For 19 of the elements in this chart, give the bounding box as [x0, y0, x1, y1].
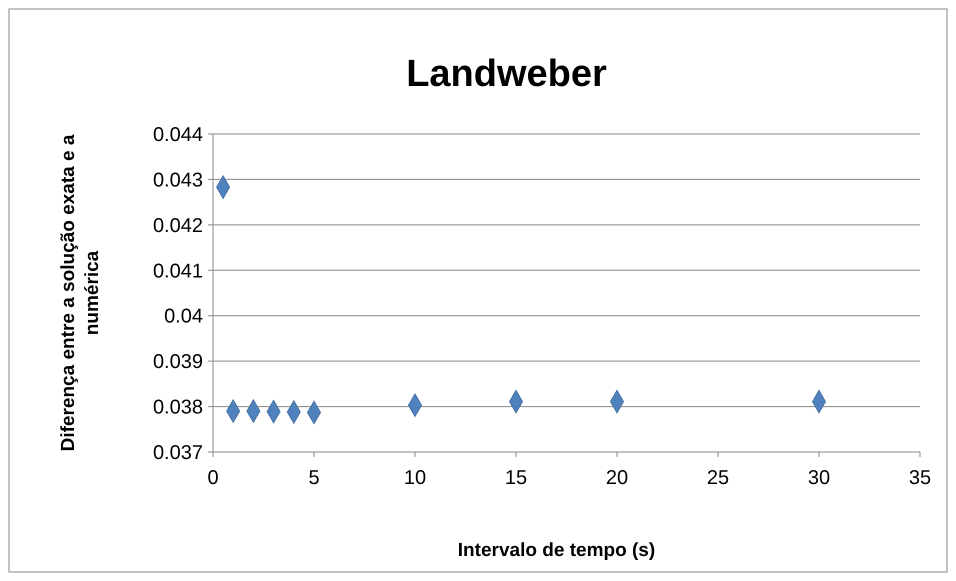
chart-title: Landweber [406, 53, 607, 95]
x-tick-label: 20 [606, 467, 628, 489]
x-tick-label: 5 [308, 467, 320, 489]
y-tick-label: 0.04 [164, 306, 203, 328]
y-tick-label: 0.038 [152, 396, 203, 419]
x-tick-label: 15 [504, 467, 528, 489]
x-tick-label: 30 [808, 467, 830, 489]
x-axis-title: Intervalo de tempo (s) [458, 540, 656, 561]
x-tick-label: 0 [207, 467, 219, 489]
x-tick-label: 10 [404, 467, 426, 489]
y-tick-label: 0.037 [152, 442, 203, 464]
y-tick-label: 0.044 [152, 124, 203, 146]
x-tick-label: 25 [706, 467, 730, 489]
y-tick-label: 0.041 [152, 260, 203, 282]
x-tick-label: 35 [908, 467, 932, 489]
y-tick-label: 0.042 [152, 214, 203, 237]
y-tick-label: 0.039 [152, 351, 203, 374]
y-axis-title: Diferença entre a solução exata e a numérica [58, 134, 103, 452]
y-tick-label: 0.043 [152, 169, 203, 192]
